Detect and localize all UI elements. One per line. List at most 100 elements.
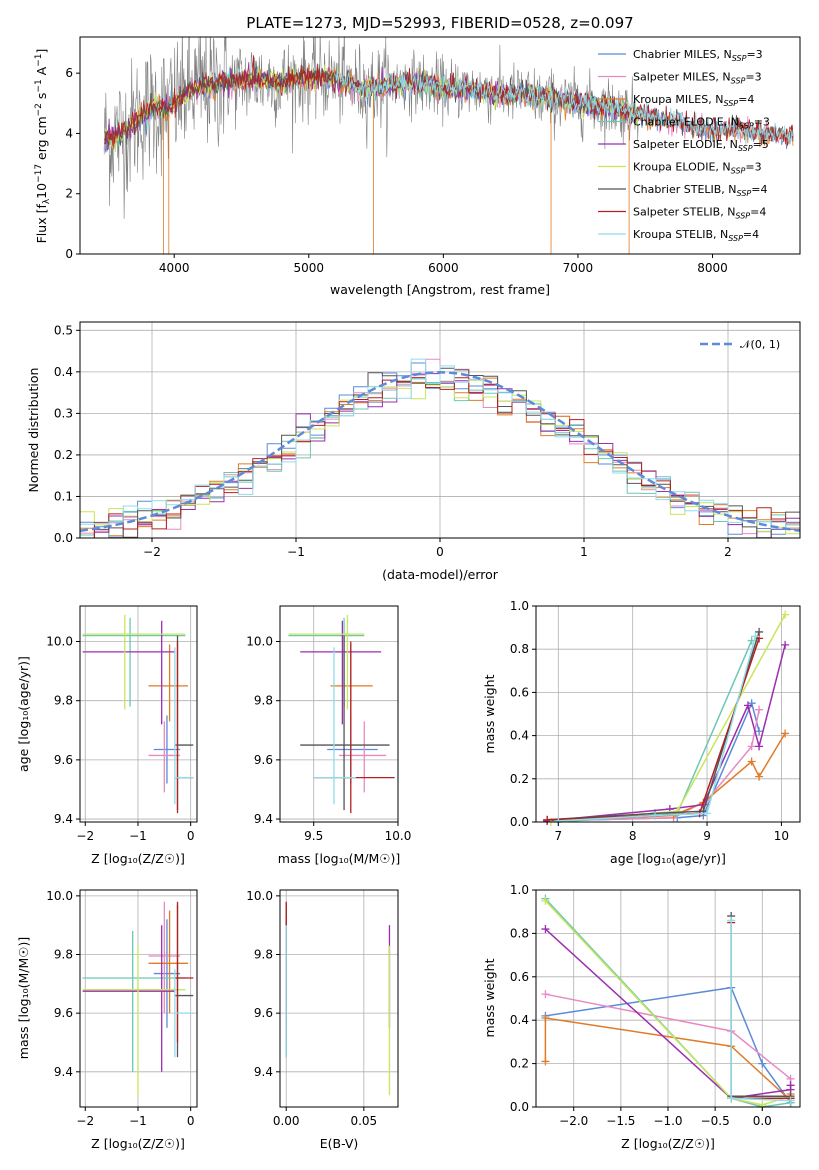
mass-vs-EBV-ticks: 0.00 0.05 9.4 9.6 9.8 10.0 bbox=[246, 889, 377, 1128]
observed-spectrum-line bbox=[103, 37, 639, 219]
weight-vs-Z-ytick-label: 0.4 bbox=[510, 1013, 529, 1027]
weight-vs-age-marker-salpeter-stelib bbox=[543, 815, 552, 824]
mass-vs-EBV-xtick-label: 0.05 bbox=[350, 1114, 377, 1128]
mass-vs-Z-point-kroupa-miles bbox=[148, 910, 189, 1014]
model-line-kroupa-elodie bbox=[103, 64, 639, 153]
legend-label-salpeter-elodie: Salpeter ELODIE, NSSP=5 bbox=[633, 138, 769, 153]
weight-vs-age-marker-kroupa-stelib bbox=[650, 811, 659, 820]
spectrum-panel: PLATE=1273, MJD=52993, FIBERID=0528, z=0… bbox=[34, 14, 801, 297]
weight-vs-age-line-chabrier-stelib bbox=[547, 631, 760, 821]
residuals-ytick-label: 0.2 bbox=[54, 448, 73, 462]
mass-vs-EBV-ytick-label: 9.4 bbox=[254, 1065, 273, 1079]
age-vs-mass-point-salpeter-miles bbox=[339, 721, 387, 793]
age-vs-Z-xtick-label: 0 bbox=[187, 829, 195, 843]
residuals-xtick-label: 2 bbox=[724, 545, 732, 559]
spectrum-ytick-label: 6 bbox=[65, 66, 73, 80]
mass-vs-EBV-ytick-label: 10.0 bbox=[246, 889, 273, 903]
age-vs-mass-point-salpeter-elodie bbox=[300, 620, 382, 725]
weight-vs-Z-ticks: −2.0 −1.5 −1.0 −0.5 0.0 0.0 0.2 0.4 0.6 0.8 1.0 bbox=[510, 883, 772, 1128]
residuals-xtick-label: −1 bbox=[287, 545, 305, 559]
weight-vs-age-marker-kroupa-miles bbox=[747, 757, 756, 766]
residuals-ytick-label: 0.3 bbox=[54, 406, 73, 420]
weight-vs-Z-ylabel: mass weight bbox=[482, 958, 497, 1037]
mass-vs-Z-panel: −2 −1 0 9.4 9.6 9.8 10.0 Z [log₁₀(Z/Z☉)] mass … bbox=[16, 889, 198, 1151]
mass-vs-EBV-plot-area bbox=[280, 890, 398, 1107]
weight-vs-age-line-kroupa-miles bbox=[547, 733, 786, 822]
weight-vs-Z-marker-kroupa-miles bbox=[541, 1057, 550, 1066]
mass-vs-Z-xtick-label: 0 bbox=[187, 1114, 195, 1128]
weight-vs-Z-xtick-label: 0.0 bbox=[753, 1114, 772, 1128]
weight-vs-age-xtick-label: 8 bbox=[629, 829, 637, 843]
mass-vs-Z-point-salpeter-stelib bbox=[174, 901, 194, 1043]
age-vs-Z-point-kroupa-stelib bbox=[174, 647, 194, 805]
weight-vs-age-line-salpeter-stelib bbox=[547, 638, 760, 821]
histogram-kroupa-stelib bbox=[80, 358, 800, 530]
weight-vs-Z-marker-salpeter-miles bbox=[541, 990, 550, 999]
weight-vs-Z-xtick-label: −0.5 bbox=[701, 1114, 730, 1128]
normal-legend-label: 𝒩(0, 1) bbox=[740, 338, 780, 351]
age-vs-Z-ytick-label: 9.8 bbox=[54, 694, 73, 708]
age-vs-mass-panel: 9.5 10.0 9.4 9.6 9.8 10.0 mass [log₁₀(M/M☉)] bbox=[246, 605, 412, 866]
age-vs-Z-ticks: −2 −1 0 9.4 9.6 9.8 10.0 bbox=[46, 635, 194, 843]
weight-vs-age-marker-salpeter-miles bbox=[747, 742, 756, 751]
weight-vs-age-panel: 7 8 9 10 0.0 0.2 0.4 0.6 0.8 1.0 age [log₁₀(age/y… bbox=[482, 599, 801, 866]
legend-label-chabrier-miles: Chabrier MILES, NSSP=3 bbox=[633, 48, 763, 63]
spectrum-xlabel: wavelength [Angstrom, rest frame] bbox=[330, 282, 550, 297]
legend-label-kroupa-miles: Kroupa MILES, NSSP=4 bbox=[633, 93, 754, 108]
residuals-plot-area bbox=[79, 322, 801, 539]
weight-vs-age-marker-salpeter-miles bbox=[755, 705, 764, 714]
age-vs-mass-point-salpeter-stelib bbox=[313, 641, 395, 814]
legend-label-salpeter-miles: Salpeter MILES, NSSP=3 bbox=[633, 71, 762, 86]
spectrum-lines bbox=[103, 37, 794, 254]
mass-vs-Z-xtick-label: −1 bbox=[129, 1114, 147, 1128]
mass-vs-EBV-ytick-label: 9.8 bbox=[254, 948, 273, 962]
age-vs-Z-plot-area bbox=[80, 606, 197, 822]
spectrum-title: PLATE=1273, MJD=52993, FIBERID=0528, z=0… bbox=[246, 14, 633, 32]
weight-vs-Z-line-chabrier-stelib bbox=[730, 916, 791, 1097]
age-vs-Z-xtick-label: −1 bbox=[129, 829, 147, 843]
mass-vs-EBV-xlabel: E(B-V) bbox=[320, 1136, 359, 1151]
residuals-ytick-label: 0.0 bbox=[54, 531, 73, 545]
weight-vs-Z-marker-chabrier-miles bbox=[758, 1059, 767, 1068]
mass-vs-Z-frame bbox=[79, 889, 198, 1108]
weight-vs-age-line-chabrier-elodie bbox=[558, 640, 753, 823]
model-line-salpeter-stelib bbox=[104, 55, 794, 147]
weight-vs-age-line-kroupa-stelib bbox=[558, 636, 757, 822]
age-vs-mass-xtick-label: 10.0 bbox=[385, 829, 412, 843]
weight-vs-Z-xlabel: Z [log₁₀(Z/Z☉)] bbox=[621, 1136, 715, 1151]
age-vs-Z-panel: −2 −1 0 9.4 9.6 9.8 10.0 Z [log₁₀(Z/Z☉)] age [… bbox=[16, 605, 198, 866]
weight-vs-Z-plot-area bbox=[536, 889, 800, 1111]
residuals-panel: −2 −1 0 1 2 0.0 0.1 0.2 0.3 0.4 0.5 (data-model)/e… bbox=[26, 321, 801, 582]
weight-vs-age-marker-salpeter-elodie bbox=[743, 701, 752, 710]
mass-vs-Z-ylabel: mass [log₁₀(M/M☉)] bbox=[16, 937, 31, 1059]
residuals-xlabel: (data-model)/error bbox=[382, 567, 499, 582]
age-vs-Z-point-kroupa-miles bbox=[148, 644, 189, 722]
weight-vs-age-marker-chabrier-miles bbox=[755, 727, 764, 736]
mass-vs-Z-xlabel: Z [log₁₀(Z/Z☉)] bbox=[91, 1136, 185, 1151]
mass-vs-Z-ytick-label: 9.4 bbox=[54, 1065, 73, 1079]
age-vs-mass-ytick-label: 9.6 bbox=[254, 753, 273, 767]
weight-vs-age-marker-kroupa-miles bbox=[781, 729, 790, 738]
age-vs-mass-point-chabrier-miles bbox=[327, 715, 378, 784]
residuals-ytick-label: 0.5 bbox=[54, 323, 73, 337]
age-vs-Z-ytick-label: 9.4 bbox=[54, 812, 73, 826]
weight-vs-age-ytick-label: 0.0 bbox=[510, 815, 529, 829]
mass-vs-Z-point-chabrier-elodie bbox=[82, 931, 186, 1072]
weight-vs-age-ytick-label: 0.6 bbox=[510, 685, 529, 699]
weight-vs-age-marker-salpeter-elodie bbox=[755, 742, 764, 751]
weight-vs-age-ticks: 7 8 9 10 0.0 0.2 0.4 0.6 0.8 1.0 bbox=[510, 599, 789, 843]
mass-vs-Z-plot-area bbox=[80, 890, 197, 1107]
legend-label-kroupa-stelib: Kroupa STELIB, NSSP=4 bbox=[633, 228, 759, 243]
weight-vs-age-ytick-label: 0.2 bbox=[510, 772, 529, 786]
weight-vs-Z-marker-kroupa-miles bbox=[541, 1014, 550, 1023]
age-vs-mass-point-chabrier-elodie bbox=[288, 617, 365, 707]
residuals-ytick-label: 0.1 bbox=[54, 489, 73, 503]
age-vs-mass-plot-area bbox=[280, 606, 399, 822]
model-line-kroupa-stelib bbox=[335, 70, 794, 146]
mass-vs-Z-point-chabrier-miles bbox=[153, 919, 181, 1028]
weight-vs-Z-ytick-label: 0.0 bbox=[510, 1100, 529, 1114]
residuals-legend: 𝒩(0, 1) bbox=[700, 338, 780, 351]
age-vs-mass-xtick-label: 9.5 bbox=[304, 829, 323, 843]
legend-label-chabrier-elodie: Chabrier ELODIE, NSSP=3 bbox=[633, 116, 770, 131]
mass-vs-Z-ytick-label: 10.0 bbox=[46, 889, 73, 903]
